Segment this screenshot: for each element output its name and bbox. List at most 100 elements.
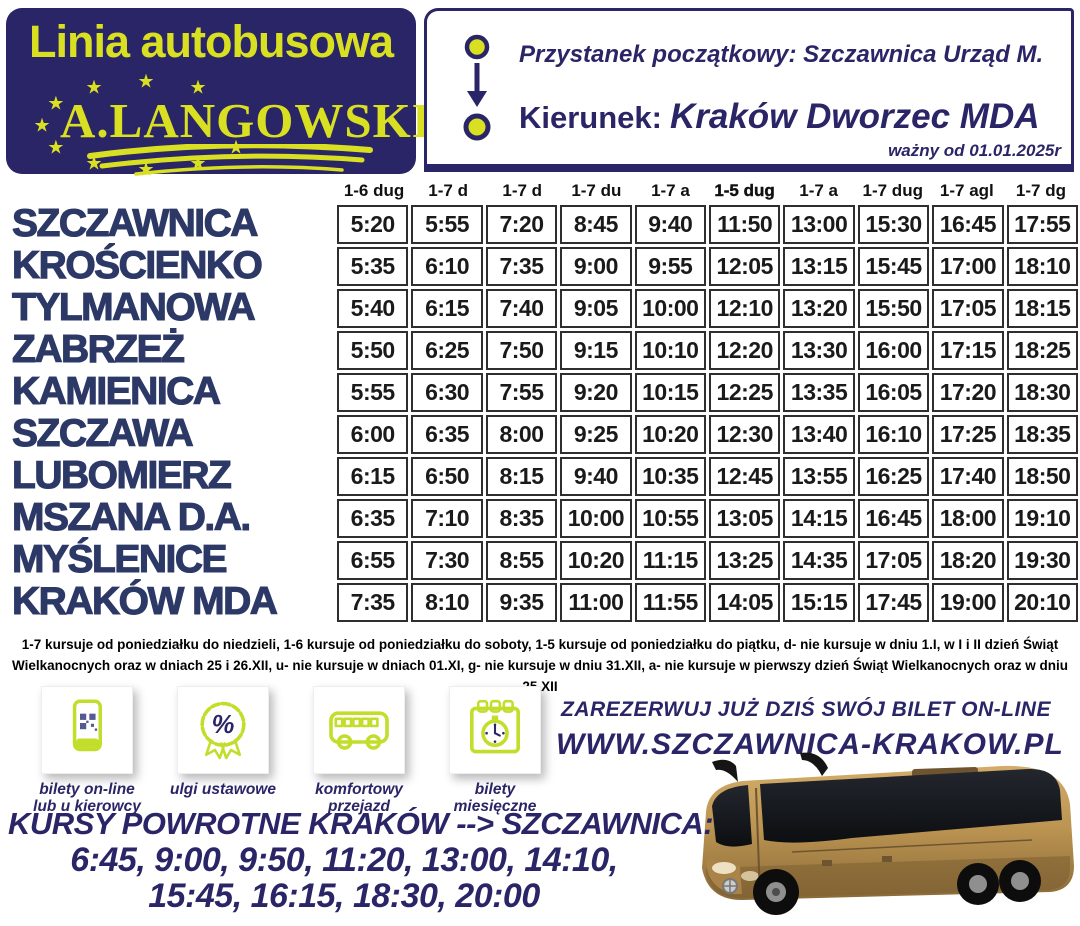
time-cell: 7:10 [411, 499, 483, 538]
time-cell: 16:10 [857, 415, 930, 454]
coach-bus-image [702, 752, 1074, 915]
time-cell: 5:50 [337, 331, 409, 370]
feature-card [313, 686, 405, 774]
column-header: 1-7 a [799, 181, 839, 200]
time-cell: 11:00 [560, 583, 632, 622]
star-icon: ★ [85, 153, 103, 175]
column-header: 1-7 agl [939, 181, 994, 200]
time-cell: 15:50 [857, 289, 930, 328]
time-cell: 17:05 [857, 541, 930, 580]
direction-line: Kierunek: Kraków Dworzec MDA [519, 97, 1040, 137]
star-icon: ★ [85, 77, 103, 99]
time-cell: 17:15 [932, 331, 1004, 370]
time-cell: 8:55 [485, 541, 558, 580]
time-cell: 6:35 [411, 415, 483, 454]
time-cell: 18:20 [932, 541, 1004, 580]
time-cell: 12:45 [709, 457, 781, 496]
feature-label-line: bilety [474, 781, 516, 798]
time-cell: 11:55 [634, 583, 706, 622]
bus-icon [329, 711, 389, 750]
calendar-clock-icon [470, 699, 520, 754]
star-icon: ★ [47, 137, 65, 159]
time-cell: 12:05 [709, 247, 781, 286]
time-cell: 9:40 [560, 457, 632, 496]
time-cell: 18:00 [932, 499, 1004, 538]
stop-name: KAMIENICA [11, 370, 221, 413]
feature-label-line: komfortowy [315, 781, 403, 798]
star-icon: ★ [33, 115, 51, 137]
time-cell: 12:30 [709, 415, 781, 454]
feature-label-line: miesięczne [453, 798, 537, 816]
feature-comfort: komfortowy przejazd [288, 686, 430, 815]
time-cell: 13:00 [783, 205, 855, 244]
direction-value: Kraków Dworzec MDA [669, 97, 1040, 136]
column-header: 1-7 dug [862, 181, 923, 200]
booking-slogan: ZAREZERWUJ JUŻ DZIŚ SWÓJ BILET ON-LINE [561, 698, 1051, 721]
time-cell: 9:55 [634, 247, 706, 286]
feature-monthly-tickets: bilety miesięczne [424, 686, 566, 815]
time-cell: 14:15 [783, 499, 855, 538]
time-cell: 17:05 [932, 289, 1004, 328]
time-cell: 13:55 [783, 457, 855, 496]
time-cell: 20:10 [1006, 583, 1078, 622]
time-cell: 17:45 [857, 583, 930, 622]
time-cell: 10:00 [560, 499, 632, 538]
stop-name: LUBOMIERZ [11, 454, 232, 497]
feature-label: bilety on-line lub u kierowcy [33, 781, 141, 815]
time-cell: 19:30 [1006, 541, 1078, 580]
time-cell: 5:20 [337, 205, 409, 244]
star-icon: ★ [47, 93, 65, 115]
time-cell: 6:15 [337, 457, 409, 496]
time-cell: 18:30 [1006, 373, 1078, 412]
column-header: 1-7 a [651, 181, 690, 200]
start-stop-line: Przystanek początkowy: Szczawnica Urząd … [519, 41, 1043, 69]
time-cell: 13:05 [709, 499, 781, 538]
feature-card [449, 686, 541, 774]
time-cell: 18:15 [1006, 289, 1078, 328]
time-cell: 11:15 [634, 541, 706, 580]
time-cell: 10:35 [634, 457, 706, 496]
time-cell: 7:35 [337, 583, 409, 622]
time-cell: 13:20 [783, 289, 855, 328]
stop-name: SZCZAWNICA [11, 202, 259, 245]
swoosh-icon [87, 144, 373, 176]
time-cell: 8:35 [485, 499, 558, 538]
time-cell: 13:25 [709, 541, 781, 580]
feature-label-line: lub u kierowcy [33, 798, 141, 816]
time-cell: 16:45 [857, 499, 930, 538]
time-cell: 16:45 [932, 205, 1004, 244]
time-cell: 16:25 [857, 457, 930, 496]
direction-label: Kierunek: [519, 100, 662, 135]
time-cell: 5:55 [337, 373, 409, 412]
time-cell: 10:15 [634, 373, 706, 412]
time-cell: 9:35 [485, 583, 558, 622]
qr-phone-icon [72, 699, 102, 752]
time-cell: 9:20 [560, 373, 632, 412]
time-cell: 5:40 [337, 289, 409, 328]
feature-label: ulgi ustawowe [170, 781, 276, 798]
time-cell: 17:00 [932, 247, 1004, 286]
time-cell: 9:25 [560, 415, 632, 454]
time-cell: 18:10 [1006, 247, 1078, 286]
start-stop-label: Przystanek początkowy: [519, 41, 797, 68]
time-cell: 17:40 [932, 457, 1004, 496]
feature-label: komfortowy przejazd [315, 781, 403, 815]
time-cell: 13:30 [783, 331, 855, 370]
time-cell: 9:15 [560, 331, 632, 370]
route-header: Przystanek początkowy: Szczawnica Urząd … [424, 8, 1074, 172]
legend: 1-7 kursuje od poniedziałku do niedzieli… [8, 635, 1072, 698]
time-cell: 12:25 [709, 373, 781, 412]
time-cell: 18:50 [1006, 457, 1078, 496]
time-cell: 7:40 [485, 289, 558, 328]
time-cell: 7:55 [485, 373, 558, 412]
times-grid: 5:20 5:55 7:20 8:45 9:40 11:50 13:00 15:30 16:45… [337, 205, 1078, 622]
feature-label-line: ulgi ustawowe [170, 781, 276, 798]
feature-card: % [177, 686, 269, 774]
feature-discounts: % ulgi ustawowe [152, 686, 294, 798]
time-cell: 14:35 [783, 541, 855, 580]
time-cell: 19:00 [932, 583, 1004, 622]
stop-name: MSZANA D.A. [11, 496, 251, 539]
stop-name: SZCZAWA [11, 412, 194, 455]
feature-label-line: bilety on-line [39, 781, 135, 798]
